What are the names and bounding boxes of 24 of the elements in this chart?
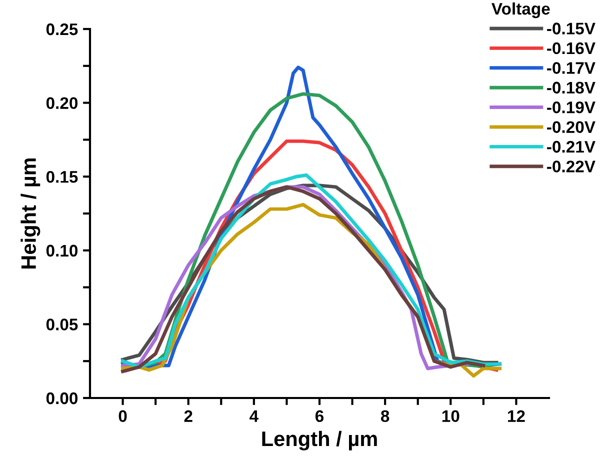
y-tick-label: 0.20 bbox=[46, 97, 78, 110]
y-tick-label: 0.00 bbox=[46, 392, 78, 404]
legend-label: -0.19V bbox=[547, 101, 596, 114]
legend-label: -0.17V bbox=[547, 62, 596, 74]
legend-label: -0.18V bbox=[547, 82, 596, 94]
x-tick-label: 8 bbox=[380, 410, 390, 422]
y-tick-label: 0.05 bbox=[46, 318, 78, 330]
legend-label: -0.16V bbox=[547, 42, 596, 54]
x-tick-label: 6 bbox=[315, 410, 324, 422]
x-tick-label: 10 bbox=[442, 410, 460, 422]
x-axis-title: Length / µm bbox=[262, 430, 377, 450]
y-tick-label: 0.15 bbox=[46, 171, 78, 183]
x-tick-label: 12 bbox=[508, 410, 525, 422]
legend-label: -0.21V bbox=[547, 140, 596, 153]
legend-title: Voltage bbox=[492, 2, 550, 18]
legend-label: -0.15V bbox=[547, 22, 596, 34]
x-tick-label: 2 bbox=[184, 410, 192, 422]
y-axis-title: Height / µm bbox=[20, 158, 40, 268]
x-tick-label: 0 bbox=[118, 410, 127, 422]
legend-label: -0.22V bbox=[547, 160, 596, 172]
legend-label: -0.20V bbox=[547, 121, 596, 133]
x-tick-label: 4 bbox=[250, 410, 258, 422]
y-tick-label: 0.25 bbox=[46, 23, 78, 36]
y-tick-label: 0.10 bbox=[46, 244, 78, 257]
